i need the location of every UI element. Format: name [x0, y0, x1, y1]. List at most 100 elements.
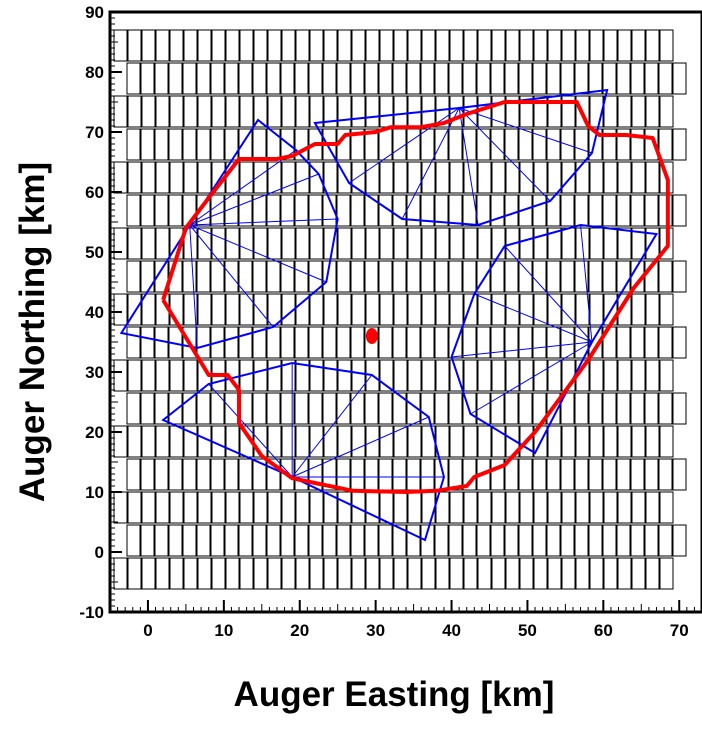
detector-cell: [645, 95, 660, 128]
y-tick-label: 30: [85, 363, 104, 382]
detector-cell: [406, 524, 421, 557]
detector-cell: [533, 227, 548, 260]
detector-cell: [337, 425, 352, 458]
detector-cell: [407, 161, 422, 194]
detector-cell: [476, 392, 491, 425]
detector-cell: [309, 557, 324, 590]
detector-cell: [253, 227, 268, 260]
detector-cell: [532, 194, 547, 227]
detector-cell: [476, 62, 491, 95]
detector-cell: [183, 293, 198, 326]
detector-cell: [463, 491, 478, 524]
detector-cell: [336, 458, 351, 491]
detector-cell: [140, 326, 155, 359]
detector-cell: [365, 95, 380, 128]
detector-cell: [183, 359, 198, 392]
detector-cell: [463, 557, 478, 590]
detector-cell: [574, 524, 589, 557]
detector-cell: [169, 29, 184, 62]
detector-cell: [448, 260, 463, 293]
detector-cell: [294, 326, 309, 359]
telescope-fov-3: [450, 223, 659, 455]
detector-cell: [449, 161, 464, 194]
detector-cell: [644, 524, 659, 557]
detector-cell: [421, 557, 436, 590]
detector-cell: [448, 128, 463, 161]
detector-cell: [561, 557, 576, 590]
detector-cell: [589, 227, 604, 260]
detector-cell: [309, 359, 324, 392]
detector-cell: [141, 425, 156, 458]
detector-cell: [253, 359, 268, 392]
detector-cell: [659, 95, 674, 128]
detector-cell: [603, 29, 618, 62]
detector-cell: [336, 524, 351, 557]
detector-cell: [322, 194, 337, 227]
detector-cell: [533, 293, 548, 326]
detector-cell: [659, 29, 674, 62]
fov-spoke: [189, 224, 198, 349]
detector-cell: [490, 194, 505, 227]
detector-cell: [210, 260, 225, 293]
detector-cell: [546, 194, 561, 227]
detector-cell: [196, 62, 211, 95]
detector-cell: [155, 161, 170, 194]
detector-cell: [280, 194, 295, 227]
detector-cell: [239, 491, 254, 524]
detector-cell: [182, 458, 197, 491]
detector-cell: [519, 29, 534, 62]
detector-cell: [491, 557, 506, 590]
detector-cell: [141, 29, 156, 62]
detector-cell: [477, 29, 492, 62]
detector-cell: [518, 62, 533, 95]
detector-cell: [602, 260, 617, 293]
detector-cell: [421, 227, 436, 260]
detector-cell: [224, 62, 239, 95]
detector-cell: [462, 524, 477, 557]
detector-cell: [351, 95, 366, 128]
detector-cell: [238, 458, 253, 491]
detector-cell: [518, 128, 533, 161]
detector-cell: [659, 425, 674, 458]
detector-cell: [392, 128, 407, 161]
detector-cell: [490, 458, 505, 491]
detector-cell: [225, 29, 240, 62]
detector-cell: [113, 95, 128, 128]
detector-cell: [561, 227, 576, 260]
detector-cell: [532, 62, 547, 95]
detector-cell: [658, 524, 673, 557]
detector-cell: [239, 227, 254, 260]
detector-cell: [154, 62, 169, 95]
detector-cell: [491, 491, 506, 524]
detector-cell: [616, 458, 631, 491]
detector-cell: [644, 62, 659, 95]
detector-cell: [490, 392, 505, 425]
detector-cell: [547, 491, 562, 524]
detector-cell: [407, 29, 422, 62]
detector-cell: [281, 557, 296, 590]
detector-cell: [336, 62, 351, 95]
detector-cell: [631, 425, 646, 458]
detector-cell: [630, 326, 645, 359]
detector-cell: [155, 227, 170, 260]
fov-spoke: [458, 107, 551, 202]
y-tick-label: 70: [85, 123, 104, 142]
fov-spoke: [208, 383, 293, 478]
detector-cell: [211, 557, 226, 590]
detector-cell: [183, 557, 198, 590]
detector-cell: [519, 557, 534, 590]
detector-cell: [435, 491, 450, 524]
detector-cell: [630, 392, 645, 425]
detector-cell: [154, 524, 169, 557]
detector-cell: [141, 227, 156, 260]
detector-cell: [658, 326, 673, 359]
fov-outline: [119, 118, 339, 350]
detector-cell: [351, 425, 366, 458]
y-tick-label: 0: [95, 543, 104, 562]
detector-cell: [127, 95, 142, 128]
detector-cell: [281, 29, 296, 62]
detector-cell: [309, 227, 324, 260]
detector-cell: [462, 326, 477, 359]
detector-cell: [602, 458, 617, 491]
detector-cell: [589, 557, 604, 590]
